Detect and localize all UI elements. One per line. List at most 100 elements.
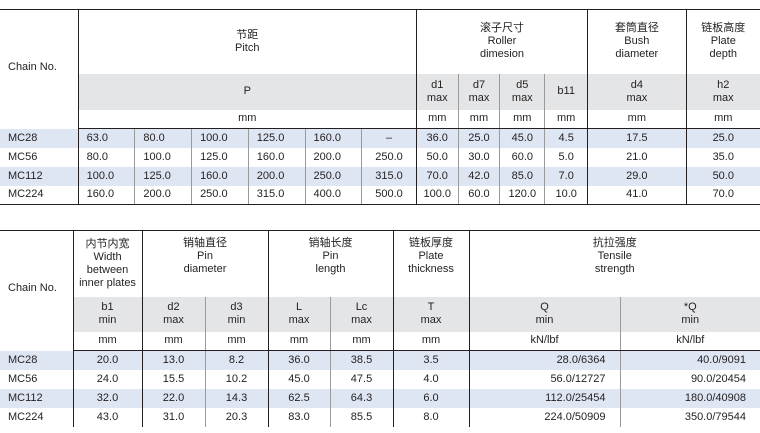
d4-header: d4 max [587, 73, 687, 110]
plate-depth-header: 链板高度 Plate depth [686, 9, 760, 74]
roller-header: 滚子尺寸 Roller dimesion [416, 9, 589, 74]
d7-header: d7 max [458, 73, 501, 110]
t-cell: 8.0 [393, 407, 470, 427]
pitch-cell: 63.0 [78, 128, 136, 148]
inner-width-header: 内节内宽 Width between inner plates [73, 230, 143, 297]
l-cell: 83.0 [268, 407, 331, 427]
h2-cell: 35.0 [712, 150, 734, 163]
d2-cell: 22.0 [142, 388, 206, 408]
b1-cell: 24.0 [73, 369, 143, 389]
d4-cell: 21.0 [587, 147, 687, 167]
d7-cell: 30.0 [458, 147, 501, 167]
q-star-cell: 350.0/79544 [684, 410, 746, 423]
pitch-cell: – [361, 128, 417, 148]
l-cell: 45.0 [268, 369, 331, 389]
d4-cell: 29.0 [587, 166, 687, 186]
q-star-cell: 40.0/9091 [697, 353, 746, 366]
pitch-symbol: P [78, 73, 417, 110]
pin-length-header: 销轴长度 Pin length [268, 230, 394, 297]
pitch-cell: 80.0 [134, 128, 193, 148]
h2-header: h2 max [686, 73, 760, 110]
d1-cell: 100.0 [416, 185, 459, 205]
h2-cell: 25.0 [712, 131, 734, 144]
pitch-cell: 100.0 [191, 128, 249, 148]
unit-cell: mm [73, 331, 143, 351]
q-cell: 56.0/12727 [469, 369, 621, 389]
chain-dimensions-table: Chain No. 节距 Pitch 滚子尺寸 Roller dimesion … [0, 9, 760, 205]
unit-cell: mm [330, 331, 394, 351]
d4-cell: 41.0 [587, 185, 687, 205]
chain-no-cell: MC28 [0, 350, 74, 370]
pitch-cell: 250.0 [305, 166, 363, 186]
l-cell: 36.0 [268, 350, 331, 370]
chain-no-cell: MC224 [0, 407, 74, 427]
pitch-cell: 200.0 [248, 166, 306, 186]
d4-cell: 17.5 [587, 128, 687, 148]
d3-cell: 8.2 [205, 350, 269, 370]
b11-cell: 10.0 [544, 185, 589, 205]
b1-cell: 43.0 [73, 407, 143, 427]
pitch-cell: 500.0 [361, 185, 417, 205]
pitch-cell: 250.0 [361, 147, 417, 167]
q-star-header: *Q min [620, 296, 760, 332]
pitch-cell: 160.0 [305, 128, 363, 148]
h2-cell: 50.0 [712, 169, 734, 182]
t-cell: 4.0 [393, 369, 470, 389]
b11-header: b11 [544, 73, 589, 110]
l-cell: 62.5 [268, 388, 331, 408]
q-cell: 224.0/50909 [469, 407, 621, 427]
table-row: MC112 100.0 125.0 160.0 200.0 250.0 315.… [0, 166, 760, 186]
table-row: MC224 160.0 200.0 250.0 315.0 400.0 500.… [0, 185, 760, 205]
pitch-cell: 315.0 [248, 185, 306, 205]
tensile-strength-header: 抗拉强度 Tensile strength [469, 230, 760, 297]
lc-cell: 47.5 [330, 369, 394, 389]
pin-diameter-header: 销轴直径 Pin diameter [142, 230, 269, 297]
pitch-cell: 200.0 [305, 147, 363, 167]
unit-cell: mm [686, 109, 760, 129]
pitch-cell: 250.0 [191, 185, 249, 205]
d3-header: d3 min [205, 296, 269, 332]
plate-thickness-header: 链板厚度 Plate thickness [393, 230, 470, 297]
unit-cell: mm [499, 109, 546, 129]
chain-no-cell: MC112 [0, 166, 79, 186]
unit-cell: mm [587, 109, 687, 129]
d5-cell: 60.0 [499, 147, 546, 167]
table-row: MC28 20.0 13.0 8.2 36.0 38.5 3.5 28.0/63… [0, 350, 760, 370]
d5-cell: 85.0 [499, 166, 546, 186]
d2-cell: 31.0 [142, 407, 206, 427]
b1-header: b1 min [73, 296, 143, 332]
lc-cell: 38.5 [330, 350, 394, 370]
pitch-cell: 100.0 [78, 166, 136, 186]
chain-no-header: Chain No. [0, 9, 79, 129]
d2-cell: 15.5 [142, 369, 206, 389]
d1-cell: 36.0 [416, 128, 459, 148]
d7-cell: 42.0 [458, 166, 501, 186]
d1-cell: 70.0 [416, 166, 459, 186]
lc-cell: 64.3 [330, 388, 394, 408]
pitch-cell: 100.0 [134, 147, 193, 167]
chain-no-cell: MC28 [0, 128, 79, 148]
t-cell: 3.5 [393, 350, 470, 370]
table-row: MC56 80.0 100.0 125.0 160.0 200.0 250.0 … [0, 147, 760, 167]
b1-cell: 32.0 [73, 388, 143, 408]
q-cell: 112.0/25454 [469, 388, 621, 408]
d2-cell: 13.0 [142, 350, 206, 370]
chain-no-cell: MC56 [0, 147, 79, 167]
d5-cell: 120.0 [499, 185, 546, 205]
pitch-cell: 160.0 [191, 166, 249, 186]
unit-cell: mm [205, 331, 269, 351]
d5-cell: 45.0 [499, 128, 546, 148]
unit-cell: kN/lbf [620, 331, 760, 351]
t-cell: 6.0 [393, 388, 470, 408]
lc-cell: 85.5 [330, 407, 394, 427]
d3-cell: 14.3 [205, 388, 269, 408]
pitch-cell: 160.0 [248, 147, 306, 167]
d7-cell: 25.0 [458, 128, 501, 148]
bush-diameter-header: 套筒直径 Bush diameter [587, 9, 687, 74]
pitch-cell: 80.0 [78, 147, 136, 167]
pin-strength-table: Chain No. 内节内宽 Width between inner plate… [0, 230, 760, 427]
q-star-cell: 180.0/40908 [684, 391, 746, 404]
chain-no-header: Chain No. [0, 230, 74, 351]
